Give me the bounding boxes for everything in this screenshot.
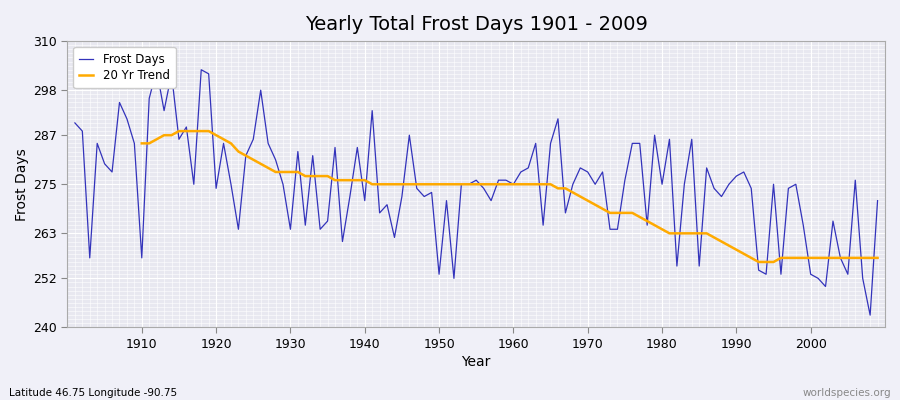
- X-axis label: Year: Year: [462, 355, 490, 369]
- 20 Yr Trend: [285, 170, 296, 174]
- Text: worldspecies.org: worldspecies.org: [803, 388, 891, 398]
- 20 Yr Trend: [828, 256, 839, 260]
- Frost Days: [865, 313, 876, 318]
- Frost Days: [605, 227, 616, 232]
- Frost Days: [872, 198, 883, 203]
- Frost Days: [151, 67, 162, 72]
- Frost Days: [516, 170, 526, 174]
- 20 Yr Trend: [872, 256, 883, 260]
- Frost Days: [300, 223, 310, 228]
- Frost Days: [345, 194, 356, 199]
- 20 Yr Trend: [753, 260, 764, 264]
- Text: Latitude 46.75 Longitude -90.75: Latitude 46.75 Longitude -90.75: [9, 388, 177, 398]
- Title: Yearly Total Frost Days 1901 - 2009: Yearly Total Frost Days 1901 - 2009: [305, 15, 648, 34]
- 20 Yr Trend: [137, 141, 148, 146]
- Line: 20 Yr Trend: 20 Yr Trend: [142, 131, 878, 262]
- Legend: Frost Days, 20 Yr Trend: Frost Days, 20 Yr Trend: [74, 47, 176, 88]
- 20 Yr Trend: [315, 174, 326, 178]
- Frost Days: [129, 141, 140, 146]
- 20 Yr Trend: [582, 198, 593, 203]
- 20 Yr Trend: [174, 129, 184, 134]
- Frost Days: [69, 120, 80, 125]
- 20 Yr Trend: [850, 256, 860, 260]
- Line: Frost Days: Frost Days: [75, 70, 878, 315]
- 20 Yr Trend: [523, 182, 534, 187]
- Y-axis label: Frost Days: Frost Days: [15, 148, 29, 221]
- Frost Days: [508, 182, 518, 187]
